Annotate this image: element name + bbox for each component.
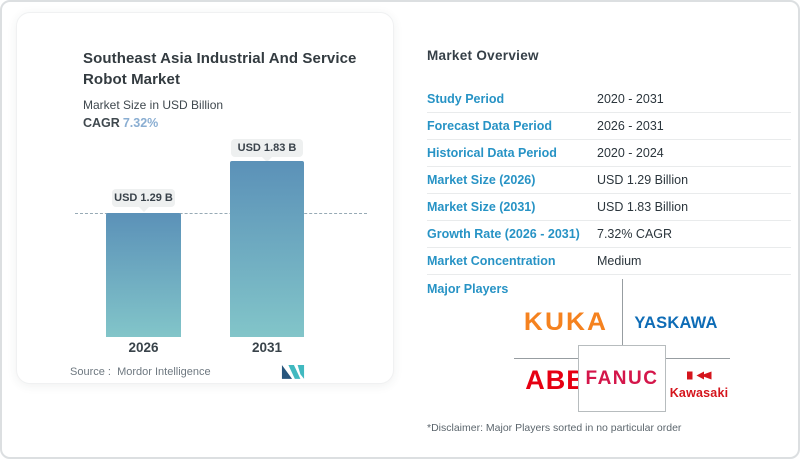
overview-table: Study Period 2020 - 2031 Forecast Data P… — [427, 86, 791, 302]
cagr-line: CAGR 7.32% — [83, 116, 158, 130]
fanuc-logo-box: FANUC — [578, 345, 666, 412]
kawasaki-logo: Kawasaki — [665, 368, 733, 400]
row-label: Growth Rate (2026 - 2031) — [427, 227, 580, 241]
overview-heading: Market Overview — [427, 48, 539, 63]
players-horizontal-divider-left — [514, 358, 578, 359]
row-label: Market Size (2026) — [427, 173, 536, 187]
table-row-market-size-2031: Market Size (2031) USD 1.83 Billion — [427, 194, 791, 221]
row-label: Study Period — [427, 92, 505, 106]
major-players-label: Major Players — [427, 281, 509, 296]
source-label: Source : — [70, 366, 111, 378]
table-row-market-size-2026: Market Size (2026) USD 1.29 Billion — [427, 167, 791, 194]
table-row-study-period: Study Period 2020 - 2031 — [427, 86, 791, 113]
source-attribution: Source : Mordor Intelligence — [70, 366, 211, 378]
kawasaki-logo-text: Kawasaki — [669, 386, 729, 400]
players-horizontal-divider-right — [666, 358, 730, 359]
pill-caret-icon — [262, 157, 272, 162]
market-size-chart-card: Southeast Asia Industrial And Service Ro… — [16, 12, 394, 384]
row-label: Market Size (2031) — [427, 200, 536, 214]
bar-value-label-2026: USD 1.29 B — [112, 189, 175, 212]
row-value: 2026 - 2031 — [597, 119, 664, 133]
market-overview-panel: Market Overview Study Period 2020 - 2031… — [410, 2, 798, 457]
kuka-logo: KUKA — [523, 308, 609, 336]
table-row-major-players: Major Players — [427, 275, 791, 302]
yaskawa-logo: YASKAWA — [634, 314, 718, 332]
chart-subtitle: Market Size in USD Billion — [83, 98, 224, 112]
table-row-historical-period: Historical Data Period 2020 - 2024 — [427, 140, 791, 167]
row-label: Historical Data Period — [427, 146, 557, 160]
row-value: 7.32% CAGR — [597, 227, 673, 241]
cagr-value: 7.32% — [122, 116, 159, 130]
bar-value-label-2031: USD 1.83 B — [231, 139, 303, 162]
row-value: 2020 - 2031 — [597, 92, 664, 106]
source-value: Mordor Intelligence — [117, 366, 211, 378]
row-value: USD 1.83 Billion — [597, 200, 689, 214]
chart-title: Southeast Asia Industrial And Service Ro… — [83, 50, 357, 88]
row-value: USD 1.29 Billion — [597, 173, 689, 187]
table-row-growth-rate: Growth Rate (2026 - 2031) 7.32% CAGR — [427, 221, 791, 248]
bar-2031 — [230, 161, 304, 337]
table-row-market-concentration: Market Concentration Medium — [427, 248, 791, 275]
pill-caret-icon — [138, 207, 149, 212]
row-value: 2020 - 2024 — [597, 146, 664, 160]
mordor-intelligence-logo-icon — [281, 365, 305, 379]
x-axis-label-2026: 2026 — [128, 340, 159, 355]
disclaimer-text: *Disclaimer: Major Players sorted in no … — [427, 422, 682, 434]
row-value: Medium — [597, 254, 642, 268]
x-axis-label-2031: 2031 — [251, 340, 283, 355]
row-label: Forecast Data Period — [427, 119, 553, 133]
table-row-forecast-period: Forecast Data Period 2026 - 2031 — [427, 113, 791, 140]
bar-value-text-2031: USD 1.83 B — [237, 142, 297, 154]
cagr-label: CAGR — [83, 116, 120, 130]
bar-2026 — [106, 213, 181, 337]
abb-logo: ABB — [525, 365, 587, 395]
row-label: Market Concentration — [427, 254, 556, 268]
reference-dashed-line — [75, 213, 367, 214]
kawasaki-mark-icon — [687, 371, 712, 380]
fanuc-logo: FANUC — [585, 367, 659, 389]
players-vertical-divider — [622, 279, 623, 345]
bar-value-text-2026: USD 1.29 B — [114, 192, 173, 204]
